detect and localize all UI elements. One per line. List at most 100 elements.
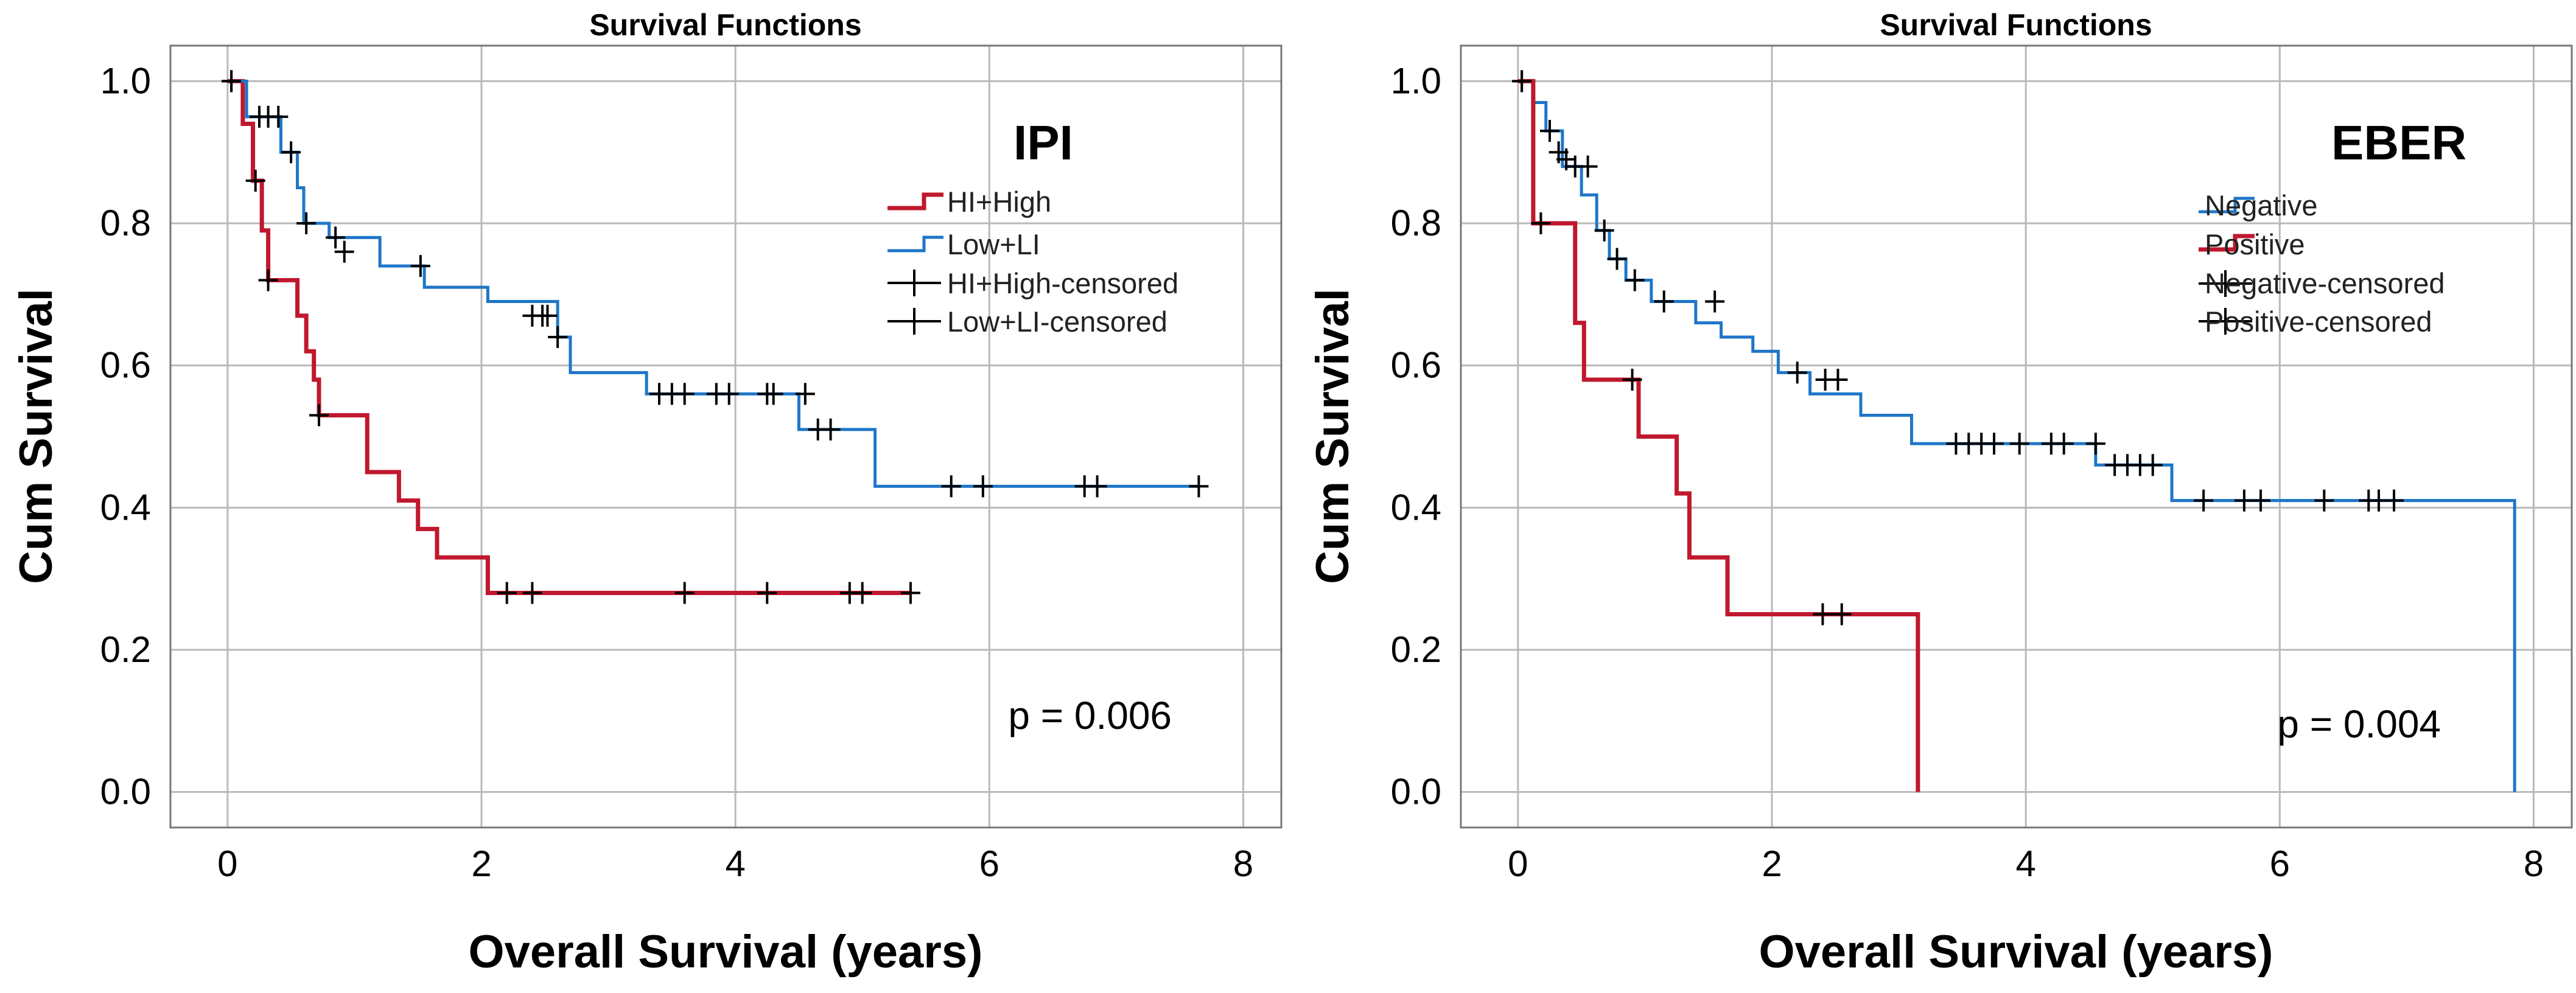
censor-mark: [258, 269, 278, 291]
censor-mark: [1787, 361, 1807, 384]
y-tick-labels: 0.0 0.2 0.4 0.6 0.8 1.0: [1391, 60, 1441, 812]
censor-mark: [497, 582, 517, 604]
censor-mark: [1607, 248, 1627, 270]
censor-mark: [1512, 70, 1532, 92]
y-tick-label: 0.8: [1391, 203, 1441, 243]
censor-mark: [2251, 489, 2270, 512]
censor-mark: [326, 226, 346, 249]
censor-mark: [719, 383, 739, 405]
censor-mark: [1578, 155, 1598, 178]
x-tick-label: 0: [1508, 843, 1528, 884]
x-axis-label: Overall Survival (years): [1759, 926, 2273, 978]
censor-mark: [2194, 489, 2214, 512]
x-axis-label: Overall Survival (years): [469, 926, 983, 978]
censor-mark: [2314, 489, 2334, 512]
censor-mark: [2054, 433, 2074, 455]
censor-mark: [2009, 433, 2029, 455]
censor-mark: [410, 255, 430, 277]
censor-mark: [2085, 433, 2105, 455]
censor-mark: [852, 582, 872, 604]
censor-mark: [674, 582, 695, 604]
censor-mark: [900, 582, 920, 604]
censor-mark: [548, 326, 568, 348]
x-tick-label: 6: [979, 843, 999, 884]
censor-mark: [296, 212, 317, 235]
y-tick-label: 0.6: [100, 345, 151, 386]
y-tick-label: 0.6: [1391, 345, 1441, 386]
censor-mark: [1540, 120, 1559, 142]
chart-title: Survival Functions: [589, 8, 861, 42]
legend-swatch-low-li: [887, 235, 943, 253]
censor-mark: [2143, 454, 2163, 476]
censor-mark: [821, 418, 841, 441]
legend-swatch-negative-censored: [2199, 270, 2252, 297]
y-tick-label: 0.0: [1391, 772, 1441, 812]
legend: EBER Negative Positive Negative-censored…: [2199, 116, 2466, 338]
legend-label: HI+High: [947, 186, 1051, 218]
legend-label: Low+LI: [947, 228, 1040, 260]
y-tick-label: 0.2: [1391, 629, 1441, 670]
survival-curves: [1512, 70, 2516, 792]
legend-label: Positive: [2205, 228, 2305, 260]
plot-frame: [1460, 44, 2573, 829]
censor-mark: [281, 141, 301, 164]
grid-lines: [170, 46, 1281, 827]
x-tick-label: 4: [725, 843, 745, 884]
chart-title: Survival Functions: [1880, 8, 2152, 42]
x-tick-label: 2: [471, 843, 491, 884]
censor-mark: [537, 304, 558, 327]
legend: IPI HI+High Low+LI HI+High-censored Low+…: [887, 116, 1178, 338]
legend-label: HI+High-censored: [947, 267, 1178, 299]
censor-mark: [334, 240, 354, 263]
censor-mark: [1087, 475, 1107, 498]
survival-line-positive: [1517, 78, 1920, 792]
y-tick-label: 0.4: [100, 487, 151, 528]
y-axis-label: Cum Survival: [10, 288, 62, 584]
censor-mark: [1625, 269, 1645, 291]
censor-mark: [973, 475, 993, 498]
legend-swatch-hi-high-censored: [887, 270, 941, 296]
legend-label: Negative: [2205, 189, 2318, 221]
p-value-annotation: p = 0.006: [1008, 694, 1172, 737]
legend-swatch-negative: [2199, 197, 2255, 214]
censor-mark: [941, 475, 961, 498]
legend-swatch-low-li-censored: [887, 308, 941, 335]
censor-mark: [2234, 489, 2254, 512]
x-tick-labels: 0 2 4 6 8: [217, 843, 1253, 884]
censor-mark: [1832, 603, 1852, 625]
censor-mark: [1189, 475, 1209, 498]
legend-label: Low+LI-censored: [947, 305, 1167, 338]
plot-frame: [169, 44, 1283, 829]
x-tick-label: 0: [217, 843, 237, 884]
legend-title: IPI: [1013, 116, 1073, 170]
y-tick-label: 0.4: [1391, 487, 1441, 528]
censor-mark: [245, 169, 265, 192]
censor-mark: [2384, 489, 2404, 512]
censor-mark: [1531, 212, 1551, 235]
censor-mark: [1594, 219, 1614, 242]
y-tick-label: 1.0: [1391, 60, 1441, 101]
x-tick-label: 4: [2015, 843, 2035, 884]
legend-swatch-hi-high: [887, 192, 943, 211]
censor-mark: [1654, 290, 1674, 313]
x-tick-labels: 0 2 4 6 8: [1508, 843, 2544, 884]
y-tick-label: 0.8: [100, 203, 151, 243]
censor-mark: [1622, 369, 1642, 391]
censor-mark: [222, 70, 242, 92]
legend-swatch-positive: [2199, 234, 2255, 252]
grid-lines: [1461, 46, 2572, 827]
censor-mark: [268, 105, 289, 128]
censor-mark: [1705, 290, 1725, 313]
censor-mark: [674, 383, 695, 405]
legend-label: Negative-censored: [2205, 267, 2445, 299]
y-tick-label: 0.0: [100, 772, 151, 812]
legend-title: EBER: [2331, 116, 2466, 170]
censor-mark: [763, 383, 783, 405]
y-tick-label: 1.0: [100, 60, 151, 101]
censor-mark: [1828, 369, 1848, 391]
x-tick-label: 8: [1233, 843, 1253, 884]
y-tick-labels: 0.0 0.2 0.4 0.6 0.8 1.0: [100, 60, 151, 812]
x-tick-label: 6: [2270, 843, 2290, 884]
